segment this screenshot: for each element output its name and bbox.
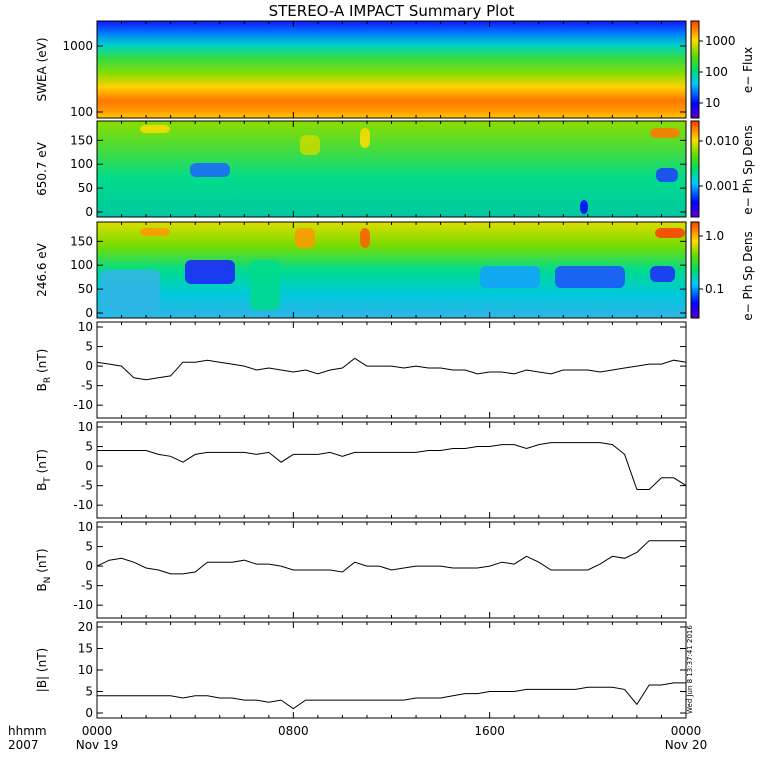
pad650-yticklabel: 100: [70, 157, 93, 171]
bn-ylabel-unit: (nT): [35, 548, 49, 576]
pad246-feature: [250, 260, 280, 310]
bmag-series-line: [97, 682, 686, 710]
pad246-feature: [655, 228, 685, 238]
pad246-colorbar-label: e− Ph Sp Dens: [741, 231, 755, 320]
bn-yticklabel: 0: [85, 559, 93, 573]
bt-series-line: [97, 442, 687, 490]
bn-yticklabel: 5: [85, 540, 93, 554]
pad650-yticklabel: 0: [85, 205, 93, 219]
pad246-feature: [555, 266, 625, 288]
bmag-yticklabel: 20: [78, 620, 93, 634]
x-tick-date: Nov 19: [76, 738, 119, 752]
swea-yticklabel: 100: [70, 105, 93, 119]
swea-ylabel: SWEA (eV): [35, 37, 49, 101]
pad246-feature: [650, 266, 675, 282]
br-yticklabel: -10: [73, 398, 93, 412]
x-tick-label: 1600: [474, 724, 505, 738]
pad650-colorbar-ticklabel: 0.001: [705, 179, 739, 193]
pad246-feature: [480, 266, 540, 288]
pad650-spectrogram: [97, 121, 686, 217]
bmag-yticklabel: 5: [85, 685, 93, 699]
swea-colorbar-ticklabel: 10: [705, 96, 720, 110]
x-axis-year-label: 2007: [8, 738, 39, 752]
br-ylabel: BR (nT): [35, 349, 53, 392]
x-tick-label: 0000: [671, 724, 702, 738]
pad246-feature: [140, 228, 170, 236]
br-ylabel-main: B: [35, 383, 49, 391]
bn-ylabel-main: B: [35, 583, 49, 591]
bt-ylabel-sub: T: [43, 477, 53, 484]
bt-ylabel-main: B: [35, 483, 49, 491]
bt-yticklabel: -10: [73, 498, 93, 512]
pad650-colorbar: [690, 120, 700, 218]
pad246-feature: [295, 228, 315, 248]
x-axis-format-label: hhmm: [8, 724, 47, 738]
bmag-ylabel-main: |B|: [35, 676, 49, 692]
pad650-yticklabel: 150: [70, 133, 93, 147]
x-tick-label: 0000: [82, 724, 113, 738]
bt-yticklabel: 5: [85, 440, 93, 454]
bt-frame: [96, 421, 687, 519]
pad246-feature: [185, 260, 235, 284]
pad246-yticklabel: 150: [70, 234, 93, 248]
pad246-yticklabel: 0: [85, 306, 93, 320]
x-tick-label: 0800: [278, 724, 309, 738]
br-ylabel-unit: (nT): [35, 349, 49, 377]
pad246-colorbar-ticklabel: 1.0: [705, 229, 724, 243]
pad650-feature: [580, 200, 588, 214]
pad650-feature: [360, 128, 370, 148]
pad650-yticklabel: 50: [78, 181, 93, 195]
bt-ylabel: BT (nT): [35, 449, 53, 491]
pad650-feature: [190, 163, 230, 177]
bn-series-line: [96, 540, 686, 575]
bn-ylabel: BN (nT): [35, 548, 53, 591]
pad650-feature: [650, 128, 680, 138]
bmag-yticklabel: 10: [78, 663, 93, 677]
pad246-yticklabel: 50: [78, 282, 93, 296]
plot-timestamp: Wed Jun 8 13:37:41 2016: [686, 625, 694, 714]
pad246-colorbar-ticklabel: 0.1: [705, 282, 724, 296]
bt-yticklabel: 0: [85, 459, 93, 473]
bn-yticklabel: -5: [81, 579, 93, 593]
br-series-line: [96, 357, 687, 381]
swea-colorbar-ticklabel: 1000: [705, 34, 736, 48]
pad650-feature: [300, 135, 320, 155]
pad650-colorbar-label: e− Ph Sp Dens: [741, 125, 755, 214]
bmag-ylabel-unit: (nT): [35, 648, 49, 676]
br-yticklabel: 5: [85, 340, 93, 354]
br-yticklabel: 10: [78, 320, 93, 334]
bt-ylabel-unit: (nT): [35, 449, 49, 477]
pad650-feature: [140, 125, 170, 133]
bmag-yticklabel: 15: [78, 642, 93, 656]
bt-yticklabel: -5: [81, 479, 93, 493]
swea-colorbar-label: e− Flux: [741, 47, 755, 93]
x-tick-date: Nov 20: [665, 738, 708, 752]
br-yticklabel: -5: [81, 379, 93, 393]
bn-yticklabel: -10: [73, 598, 93, 612]
pad246-feature: [100, 270, 160, 310]
swea-colorbar-ticklabel: 100: [705, 65, 728, 79]
swea-colorbar: [690, 20, 700, 119]
bn-yticklabel: 10: [78, 520, 93, 534]
pad246-feature: [360, 228, 370, 248]
pad650-ylabel: 650.7 eV: [35, 141, 49, 196]
br-frame: [96, 321, 687, 419]
pad246-yticklabel: 100: [70, 258, 93, 272]
pad650-feature: [656, 168, 678, 182]
chart-title: STEREO-A IMPACT Summary Plot: [268, 2, 515, 20]
bmag-frame: [96, 621, 687, 719]
pad650-colorbar-ticklabel: 0.010: [705, 134, 739, 148]
bmag-yticklabel: 0: [85, 706, 93, 720]
bn-ylabel-sub: N: [43, 577, 53, 584]
pad246-ylabel: 246.6 eV: [35, 242, 49, 297]
pad246-colorbar: [690, 221, 700, 319]
bmag-ylabel: |B| (nT): [35, 648, 49, 692]
br-ylabel-sub: R: [43, 377, 53, 383]
bt-yticklabel: 10: [78, 420, 93, 434]
swea-spectrogram: [97, 21, 686, 118]
br-yticklabel: 0: [85, 359, 93, 373]
swea-yticklabel: 1000: [62, 39, 93, 53]
